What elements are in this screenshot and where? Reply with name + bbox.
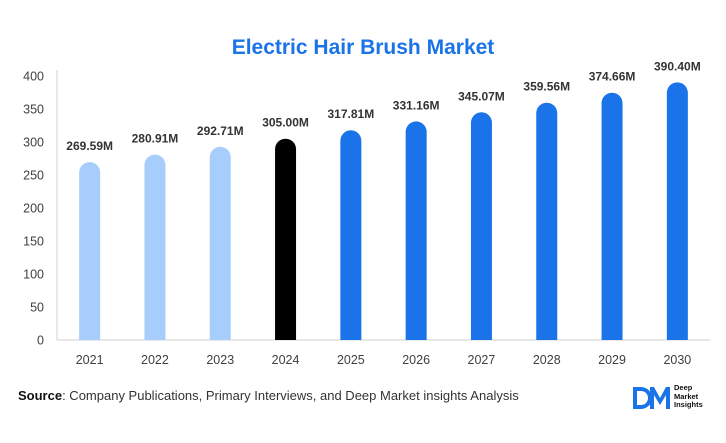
axes: 0 50 100 150 200 250 300 350 400 2021 2022 2023 2024… xyxy=(23,70,710,367)
bar-2030 xyxy=(666,82,688,341)
data-labels: 269.59M 280.91M 292.71M 305.00M 317.81M 331.1… xyxy=(66,59,700,153)
data-label-2021: 269.59M xyxy=(66,139,113,153)
x-tick-label-2028: 2028 xyxy=(533,353,561,367)
y-tick-label: 350 xyxy=(23,103,44,117)
bar-2024 xyxy=(275,138,297,340)
data-label-2028: 359.56M xyxy=(523,80,570,94)
bar-2021 xyxy=(79,162,101,340)
source-note: Source: Company Publications, Primary In… xyxy=(18,388,519,403)
data-label-2027: 345.07M xyxy=(458,89,505,103)
y-tick-label: 150 xyxy=(23,235,44,249)
x-tick-label-2030: 2030 xyxy=(663,353,691,367)
y-tick-label: 200 xyxy=(23,202,44,216)
x-tick-label-2027: 2027 xyxy=(468,353,496,367)
data-label-2030: 390.40M xyxy=(654,59,701,73)
logo-line-2: Market xyxy=(674,391,699,401)
data-label-2022: 280.91M xyxy=(132,132,179,146)
x-tick-label-2026: 2026 xyxy=(402,353,430,367)
company-logo: Deep Market Insights xyxy=(632,383,714,414)
y-tick-label: 250 xyxy=(23,169,44,183)
dm-logo-icon xyxy=(633,387,670,409)
bar-2023 xyxy=(209,146,231,340)
x-tick-label-2024: 2024 xyxy=(272,353,300,367)
x-tick-label-2025: 2025 xyxy=(337,353,365,367)
y-tick-label: 300 xyxy=(23,136,44,150)
data-label-2023: 292.71M xyxy=(197,124,244,138)
data-label-2029: 374.66M xyxy=(589,70,636,84)
y-tick-label: 0 xyxy=(37,334,44,348)
bar-chart: 0 50 100 150 200 250 300 350 400 2021 2022 2023 2024… xyxy=(23,59,710,367)
chart-title: Electric Hair Brush Market xyxy=(231,36,495,59)
y-tick-label: 400 xyxy=(23,70,44,84)
bar-2029 xyxy=(601,92,623,341)
x-tick-label-2022: 2022 xyxy=(141,353,169,367)
logo-line-1: Deep xyxy=(674,383,693,392)
y-tick-label: 100 xyxy=(23,268,44,282)
data-label-2024: 305.00M xyxy=(262,116,309,130)
y-tick-label: 50 xyxy=(30,301,44,315)
x-tick-label-2029: 2029 xyxy=(598,353,626,367)
data-label-2025: 317.81M xyxy=(327,107,374,121)
source-label: Source xyxy=(18,388,63,403)
data-label-2026: 331.16M xyxy=(393,98,440,112)
bars xyxy=(79,82,688,341)
x-tick-label-2021: 2021 xyxy=(76,353,104,367)
bar-2026 xyxy=(405,121,427,340)
bar-2028 xyxy=(536,102,558,340)
bar-2025 xyxy=(340,130,362,340)
logo-text: Deep Market Insights xyxy=(674,383,714,410)
x-tick-label-2023: 2023 xyxy=(206,353,234,367)
logo-line-3: Insights xyxy=(674,400,703,409)
source-text: : Company Publications, Primary Intervie… xyxy=(62,388,519,403)
bar-2022 xyxy=(144,154,166,340)
bar-2027 xyxy=(470,112,492,340)
